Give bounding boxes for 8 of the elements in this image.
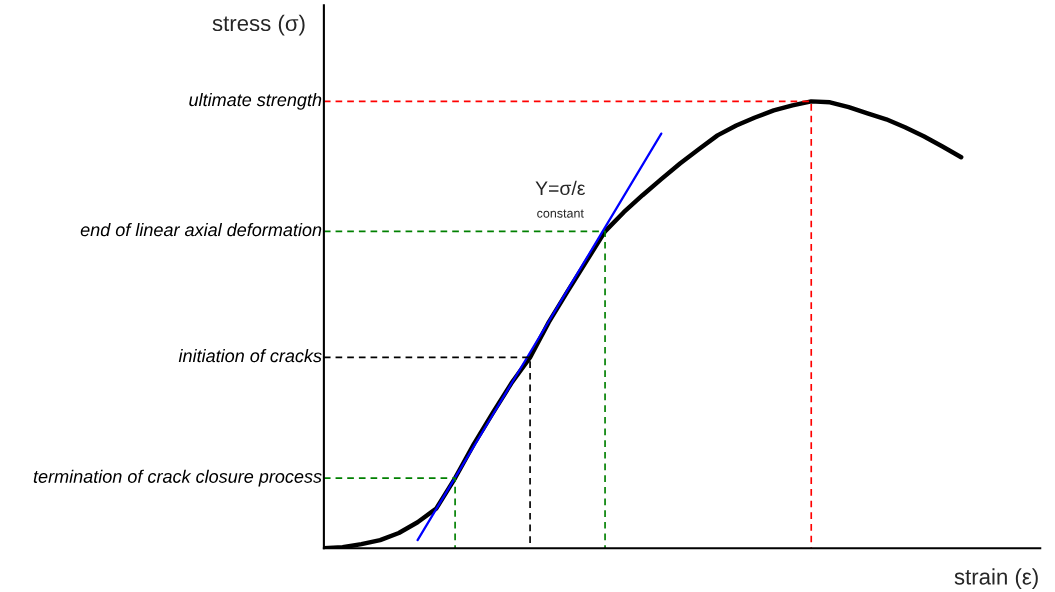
ref-line-label: initiation of cracks — [178, 348, 322, 363]
x-axis-title: strain (ε) — [954, 568, 1038, 590]
annotation: constant — [537, 209, 584, 218]
ref-line-label: termination of crack closure process — [33, 469, 322, 487]
y-axis-title: stress (σ) — [212, 14, 305, 36]
annotation: Y=σ/ε — [535, 180, 586, 196]
ref-line-label: ultimate strength — [189, 92, 322, 110]
ref-line-label: end of linear axial deformation — [80, 222, 322, 237]
